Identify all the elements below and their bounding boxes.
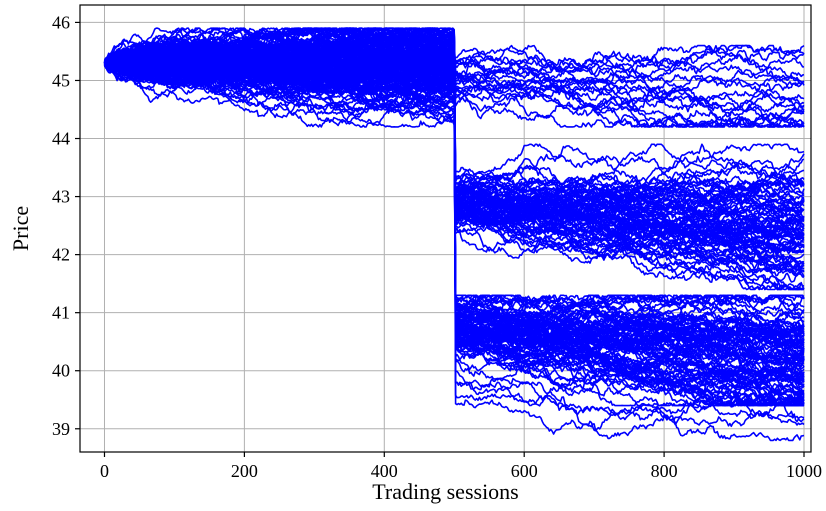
x-axis-title: Trading sessions <box>372 479 519 504</box>
x-tick-label: 0 <box>100 461 109 481</box>
y-tick-label: 45 <box>52 70 70 90</box>
y-tick-label: 42 <box>52 245 70 265</box>
plot-frame <box>79 4 812 453</box>
x-tick-label: 600 <box>511 461 538 481</box>
x-axis: 0 200 400 600 800 1000 <box>100 452 822 481</box>
y-tick-label: 39 <box>52 419 70 439</box>
y-tick-label: 40 <box>52 361 70 381</box>
series-group <box>103 27 805 442</box>
x-tick-label: 200 <box>231 461 258 481</box>
price-path <box>104 27 805 407</box>
y-axis: 39 40 41 42 43 44 45 46 <box>52 12 80 439</box>
y-tick-label: 44 <box>52 129 70 149</box>
y-axis-title: Price <box>8 206 33 251</box>
x-tick-label: 800 <box>651 461 678 481</box>
x-tick-label: 1000 <box>786 461 822 481</box>
y-tick-label: 41 <box>52 303 70 323</box>
y-tick-label: 46 <box>52 12 70 32</box>
x-tick-label: 400 <box>371 461 398 481</box>
y-tick-label: 43 <box>52 187 70 207</box>
